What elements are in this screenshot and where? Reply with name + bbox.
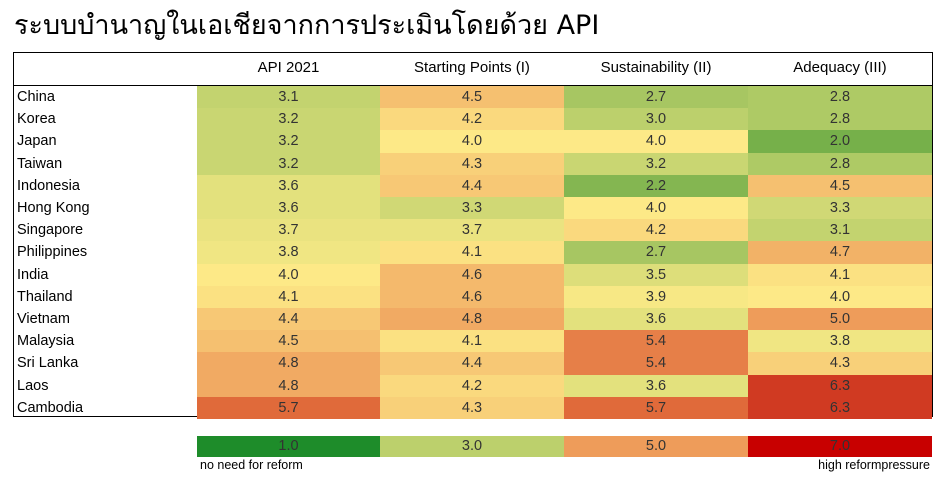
column-header-starting-points-i: Starting Points (I): [414, 59, 530, 76]
heatmap-cell-vietnam-adequacy-iii: 5.0: [748, 308, 932, 331]
heatmap-cell-laos-sustainability-ii: 3.6: [564, 374, 748, 398]
heatmap-cell-indonesia-starting-points-i: 4.4: [380, 174, 564, 198]
row-label-india: India: [17, 266, 49, 283]
row-label-cambodia: Cambodia: [17, 399, 84, 416]
row-label-china: China: [17, 89, 55, 105]
heatmap-cell-malaysia-api-2021: 4.5: [197, 330, 380, 353]
heatmap-cell-indonesia-api-2021: 3.6: [197, 174, 380, 198]
heatmap-cell-sri-lanka-sustainability-ii: 5.4: [564, 352, 748, 376]
header-divider: [13, 85, 933, 86]
heatmap-cell-china-starting-points-i: 4.5: [380, 86, 564, 109]
row-label-malaysia: Malaysia: [17, 333, 75, 350]
heatmap-cell-philippines-adequacy-iii: 4.7: [748, 241, 932, 265]
column-header-sustainability-ii: Sustainability (II): [600, 59, 712, 76]
legend-swatch-3-0: 3.0: [380, 436, 564, 457]
heatmap-cell-japan-adequacy-iii: 2.0: [748, 130, 932, 154]
heatmap-cell-cambodia-adequacy-iii: 6.3: [748, 396, 932, 420]
row-label-vietnam: Vietnam: [17, 311, 70, 327]
heatmap-cell-india-starting-points-i: 4.6: [380, 263, 564, 287]
heatmap-cell-korea-api-2021: 3.2: [197, 108, 380, 131]
heatmap-cell-china-sustainability-ii: 2.7: [564, 86, 748, 109]
heatmap-cell-japan-sustainability-ii: 4.0: [564, 130, 748, 154]
row-label-indonesia: Indonesia: [17, 177, 80, 194]
legend-swatch-1-0: 1.0: [197, 436, 380, 457]
heatmap-cell-sri-lanka-starting-points-i: 4.4: [380, 352, 564, 376]
heatmap-cell-laos-starting-points-i: 4.2: [380, 374, 564, 398]
heatmap-cell-hong-kong-starting-points-i: 3.3: [380, 197, 564, 220]
row-label-laos: Laos: [17, 377, 49, 394]
heatmap-cell-vietnam-sustainability-ii: 3.6: [564, 308, 748, 331]
heatmap-cell-sri-lanka-api-2021: 4.8: [197, 352, 380, 376]
heatmap-cell-laos-adequacy-iii: 6.3: [748, 374, 932, 398]
heatmap-cell-sri-lanka-adequacy-iii: 4.3: [748, 352, 932, 376]
heatmap-cell-malaysia-adequacy-iii: 3.8: [748, 330, 932, 353]
heatmap-cell-philippines-sustainability-ii: 2.7: [564, 241, 748, 265]
heatmap-cell-indonesia-sustainability-ii: 2.2: [564, 174, 748, 198]
heatmap-cell-korea-adequacy-iii: 2.8: [748, 108, 932, 131]
heatmap-cell-vietnam-api-2021: 4.4: [197, 308, 380, 331]
heatmap-cell-vietnam-starting-points-i: 4.8: [380, 308, 564, 331]
heatmap-cell-philippines-api-2021: 3.8: [197, 241, 380, 265]
heatmap-cell-india-api-2021: 4.0: [197, 263, 380, 287]
heatmap-cell-taiwan-sustainability-ii: 3.2: [564, 152, 748, 176]
heatmap-cell-hong-kong-sustainability-ii: 4.0: [564, 197, 748, 220]
heatmap-cell-cambodia-sustainability-ii: 5.7: [564, 396, 748, 420]
heatmap-cell-korea-sustainability-ii: 3.0: [564, 108, 748, 131]
heatmap-cell-hong-kong-adequacy-iii: 3.3: [748, 197, 932, 220]
heatmap-cell-china-api-2021: 3.1: [197, 86, 380, 109]
heatmap-cell-malaysia-sustainability-ii: 5.4: [564, 330, 748, 353]
heatmap-cell-thailand-api-2021: 4.1: [197, 285, 380, 309]
page-title: ระบบบำนาญในเอเชียจากการประเมินโดยด้วย AP…: [14, 10, 600, 41]
heatmap-cell-cambodia-api-2021: 5.7: [197, 396, 380, 420]
heatmap-cell-thailand-sustainability-ii: 3.9: [564, 285, 748, 309]
heatmap-cell-singapore-api-2021: 3.7: [197, 219, 380, 242]
row-label-philippines: Philippines: [17, 244, 88, 261]
heatmap-cell-malaysia-starting-points-i: 4.1: [380, 330, 564, 353]
heatmap-cell-thailand-starting-points-i: 4.6: [380, 285, 564, 309]
heatmap-cell-india-adequacy-iii: 4.1: [748, 263, 932, 287]
column-header-api-2021: API 2021: [257, 59, 320, 76]
heatmap-cell-philippines-starting-points-i: 4.1: [380, 241, 564, 265]
row-label-taiwan: Taiwan: [17, 155, 63, 172]
heatmap-cell-taiwan-adequacy-iii: 2.8: [748, 152, 932, 176]
heatmap-cell-china-adequacy-iii: 2.8: [748, 86, 932, 109]
heatmap-cell-korea-starting-points-i: 4.2: [380, 108, 564, 131]
heatmap-cell-singapore-starting-points-i: 3.7: [380, 219, 564, 242]
legend-swatch-5-0: 5.0: [564, 436, 748, 457]
legend-low-note: no need for reform: [200, 458, 303, 472]
row-label-hong-kong: Hong Kong: [17, 200, 90, 216]
row-label-singapore: Singapore: [17, 222, 84, 239]
heatmap-cell-taiwan-api-2021: 3.2: [197, 152, 380, 176]
heatmap-cell-taiwan-starting-points-i: 4.3: [380, 152, 564, 176]
heatmap-cell-japan-api-2021: 3.2: [197, 130, 380, 154]
row-label-thailand: Thailand: [17, 288, 73, 305]
heatmap-cell-singapore-sustainability-ii: 4.2: [564, 219, 748, 242]
column-header-adequacy-iii: Adequacy (III): [793, 59, 887, 76]
heatmap-cell-hong-kong-api-2021: 3.6: [197, 197, 380, 220]
heatmap-cell-thailand-adequacy-iii: 4.0: [748, 285, 932, 309]
row-label-sri-lanka: Sri Lanka: [17, 355, 79, 372]
heatmap-cell-japan-starting-points-i: 4.0: [380, 130, 564, 154]
row-label-japan: Japan: [17, 133, 57, 150]
legend-high-note: high reformpressure: [818, 458, 930, 472]
heatmap-cell-indonesia-adequacy-iii: 4.5: [748, 174, 932, 198]
heatmap-cell-singapore-adequacy-iii: 3.1: [748, 219, 932, 242]
heatmap-cell-india-sustainability-ii: 3.5: [564, 263, 748, 287]
row-label-korea: Korea: [17, 111, 56, 128]
heatmap-cell-laos-api-2021: 4.8: [197, 374, 380, 398]
legend-swatch-7-0: 7.0: [748, 436, 932, 457]
heatmap-cell-cambodia-starting-points-i: 4.3: [380, 396, 564, 420]
